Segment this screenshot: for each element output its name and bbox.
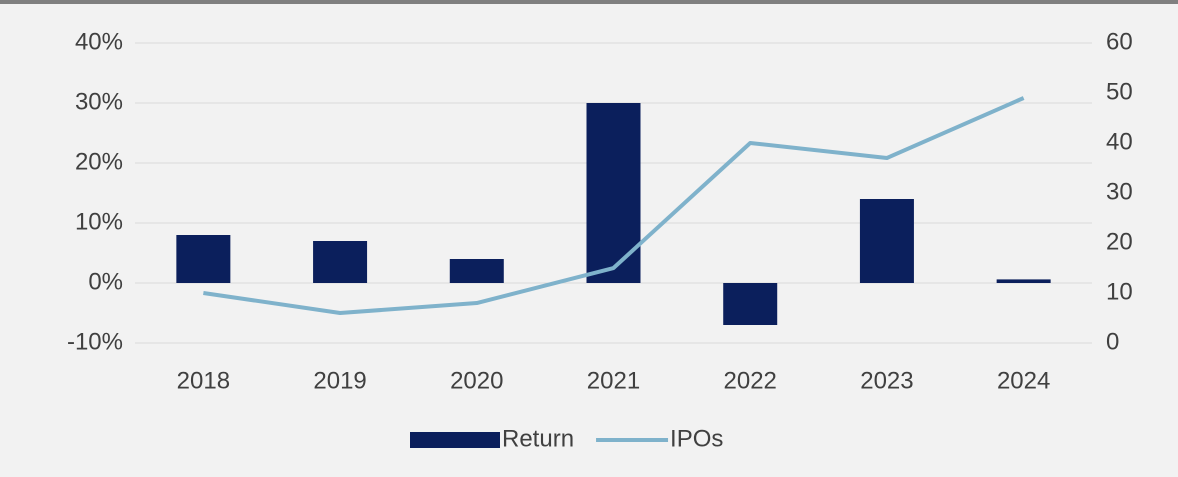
legend-label: IPOs bbox=[670, 425, 723, 452]
line bbox=[203, 96, 1025, 315]
bar bbox=[176, 235, 231, 283]
y2-tick-label: 20 bbox=[1106, 228, 1133, 255]
y2-tick-label: 30 bbox=[1106, 178, 1133, 205]
legend-swatch bbox=[410, 432, 500, 448]
y2-tick-label: 50 bbox=[1106, 78, 1133, 105]
bar bbox=[586, 103, 641, 283]
y2-tick-label: 60 bbox=[1106, 28, 1133, 55]
y-tick-label: 0% bbox=[88, 268, 123, 295]
y-tick-label: 40% bbox=[75, 28, 123, 55]
y-tick-label: 20% bbox=[75, 148, 123, 175]
x-tick-label: 2021 bbox=[587, 367, 640, 394]
y2-tick-label: 0 bbox=[1106, 328, 1119, 355]
bar bbox=[449, 259, 504, 283]
bar bbox=[313, 241, 368, 283]
y-tick-label: 30% bbox=[75, 88, 123, 115]
y-tick-label: 10% bbox=[75, 208, 123, 235]
x-tick-label: 2019 bbox=[313, 367, 366, 394]
y2-tick-label: 40 bbox=[1106, 128, 1133, 155]
legend-label: Return bbox=[502, 425, 574, 452]
y2-tick-label: 10 bbox=[1106, 278, 1133, 305]
bar bbox=[859, 199, 914, 283]
x-tick-label: 2024 bbox=[997, 367, 1050, 394]
x-tick-label: 2023 bbox=[860, 367, 913, 394]
bar bbox=[996, 279, 1051, 283]
x-tick-label: 2018 bbox=[177, 367, 230, 394]
x-tick-label: 2020 bbox=[450, 367, 503, 394]
bar bbox=[723, 283, 778, 325]
y-tick-label: -10% bbox=[67, 328, 123, 355]
x-tick-label: 2022 bbox=[724, 367, 777, 394]
top-border bbox=[0, 0, 1178, 4]
